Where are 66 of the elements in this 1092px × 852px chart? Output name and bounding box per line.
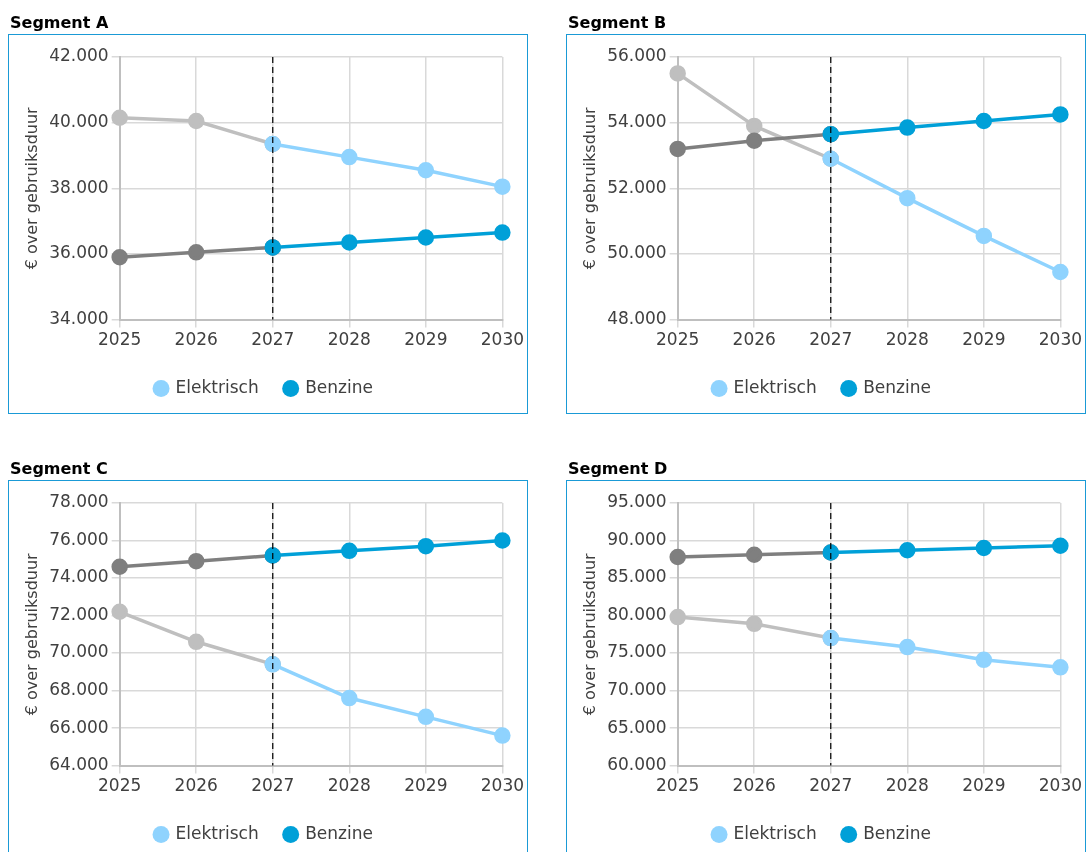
chart-title: Segment D <box>567 458 669 480</box>
legend-label: Benzine <box>863 376 931 397</box>
x-tick-label: 2026 <box>174 329 218 350</box>
chart-title: Segment B <box>567 12 668 34</box>
y-tick-label: 70.000 <box>607 678 667 699</box>
x-tick-label: 2026 <box>732 775 776 796</box>
y-tick-label: 85.000 <box>607 566 667 587</box>
y-tick-label: 66.000 <box>49 716 109 737</box>
x-tick-label: 2028 <box>885 329 929 350</box>
x-tick-label: 2026 <box>174 775 218 796</box>
x-tick-label: 2025 <box>98 329 142 350</box>
chart-title: Segment C <box>9 458 109 480</box>
y-tick-label: 68.000 <box>49 678 109 699</box>
x-tick-label: 2025 <box>98 775 142 796</box>
x-tick-label: 2030 <box>480 329 524 350</box>
y-tick-label: 64.000 <box>49 754 109 775</box>
y-tick-label: 52.000 <box>607 176 667 197</box>
x-tick-label: 2027 <box>809 775 853 796</box>
y-tick-label: 76.000 <box>49 528 109 549</box>
legend-label: Elektrisch <box>175 376 259 397</box>
x-tick-label: 2027 <box>809 329 853 350</box>
y-tick-label: 90.000 <box>607 528 667 549</box>
x-tick-label: 2025 <box>656 775 700 796</box>
x-tick-label: 2026 <box>732 329 776 350</box>
legend-label: Benzine <box>863 822 931 843</box>
y-tick-label: 95.000 <box>607 491 667 512</box>
x-tick-label: 2029 <box>962 329 1006 350</box>
y-tick-label: 40.000 <box>49 111 109 132</box>
legend-label: Benzine <box>305 822 373 843</box>
y-axis-title: € over gebruiksduur <box>21 552 41 716</box>
y-tick-label: 75.000 <box>607 641 667 662</box>
chart-title: Segment A <box>9 12 110 34</box>
legend-label: Elektrisch <box>733 822 817 843</box>
y-tick-label: 72.000 <box>49 603 109 624</box>
y-tick-label: 50.000 <box>607 242 667 263</box>
y-tick-label: 78.000 <box>49 491 109 512</box>
y-tick-label: 42.000 <box>49 45 109 66</box>
y-axis-title: € over gebruiksduur <box>21 106 41 270</box>
y-axis-title: € over gebruiksduur <box>579 106 599 270</box>
x-tick-label: 2030 <box>1038 329 1082 350</box>
legend-label: Elektrisch <box>175 822 259 843</box>
x-tick-label: 2029 <box>404 775 448 796</box>
legend-label: Benzine <box>305 376 373 397</box>
x-tick-label: 2030 <box>1038 775 1082 796</box>
y-tick-label: 74.000 <box>49 566 109 587</box>
x-tick-label: 2030 <box>480 775 524 796</box>
y-axis-title: € over gebruiksduur <box>579 552 599 716</box>
x-tick-label: 2025 <box>656 329 700 350</box>
y-tick-label: 34.000 <box>49 308 109 329</box>
y-tick-label: 60.000 <box>607 754 667 775</box>
y-tick-label: 70.000 <box>49 641 109 662</box>
x-tick-label: 2027 <box>251 329 295 350</box>
y-tick-label: 65.000 <box>607 716 667 737</box>
x-tick-label: 2028 <box>327 329 371 350</box>
y-tick-label: 38.000 <box>49 176 109 197</box>
legend-label: Elektrisch <box>733 376 817 397</box>
x-tick-label: 2029 <box>404 329 448 350</box>
y-tick-label: 80.000 <box>607 603 667 624</box>
x-tick-label: 2028 <box>885 775 929 796</box>
x-tick-label: 2028 <box>327 775 371 796</box>
x-tick-label: 2027 <box>251 775 295 796</box>
y-tick-label: 54.000 <box>607 111 667 132</box>
y-tick-label: 56.000 <box>607 45 667 66</box>
y-tick-label: 36.000 <box>49 242 109 263</box>
x-tick-label: 2029 <box>962 775 1006 796</box>
y-tick-label: 48.000 <box>607 308 667 329</box>
